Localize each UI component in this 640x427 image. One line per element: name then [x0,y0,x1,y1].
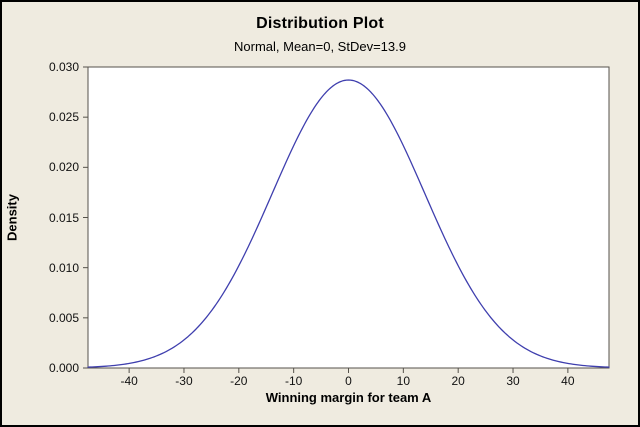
x-tick-label: 40 [561,374,575,388]
y-tick-label: 0.030 [48,60,79,74]
y-tick-label: 0.010 [48,260,79,275]
x-tick-label: -30 [175,374,193,388]
x-axis-label: Winning margin for team A [265,390,432,405]
chart-subtitle: Normal, Mean=0, StDev=13.9 [234,39,406,54]
x-tick-label: 0 [345,374,352,388]
plot-background [87,66,610,369]
x-tick-label: -10 [284,374,303,388]
y-tick-label: 0.005 [48,310,79,325]
x-tick-label: 30 [506,374,520,388]
x-tick-label: 10 [396,374,410,388]
x-tick-label: -40 [120,374,138,388]
x-tick-label: 20 [451,374,465,388]
y-tick-label: 0.020 [48,160,79,175]
y-tick-label: 0.000 [48,361,79,375]
density-curve [87,79,610,368]
y-tick-label: 0.025 [48,110,79,125]
y-tick-label: 0.015 [48,210,79,225]
chart-title: Distribution Plot [256,15,384,32]
x-tick-label: -20 [230,374,248,388]
